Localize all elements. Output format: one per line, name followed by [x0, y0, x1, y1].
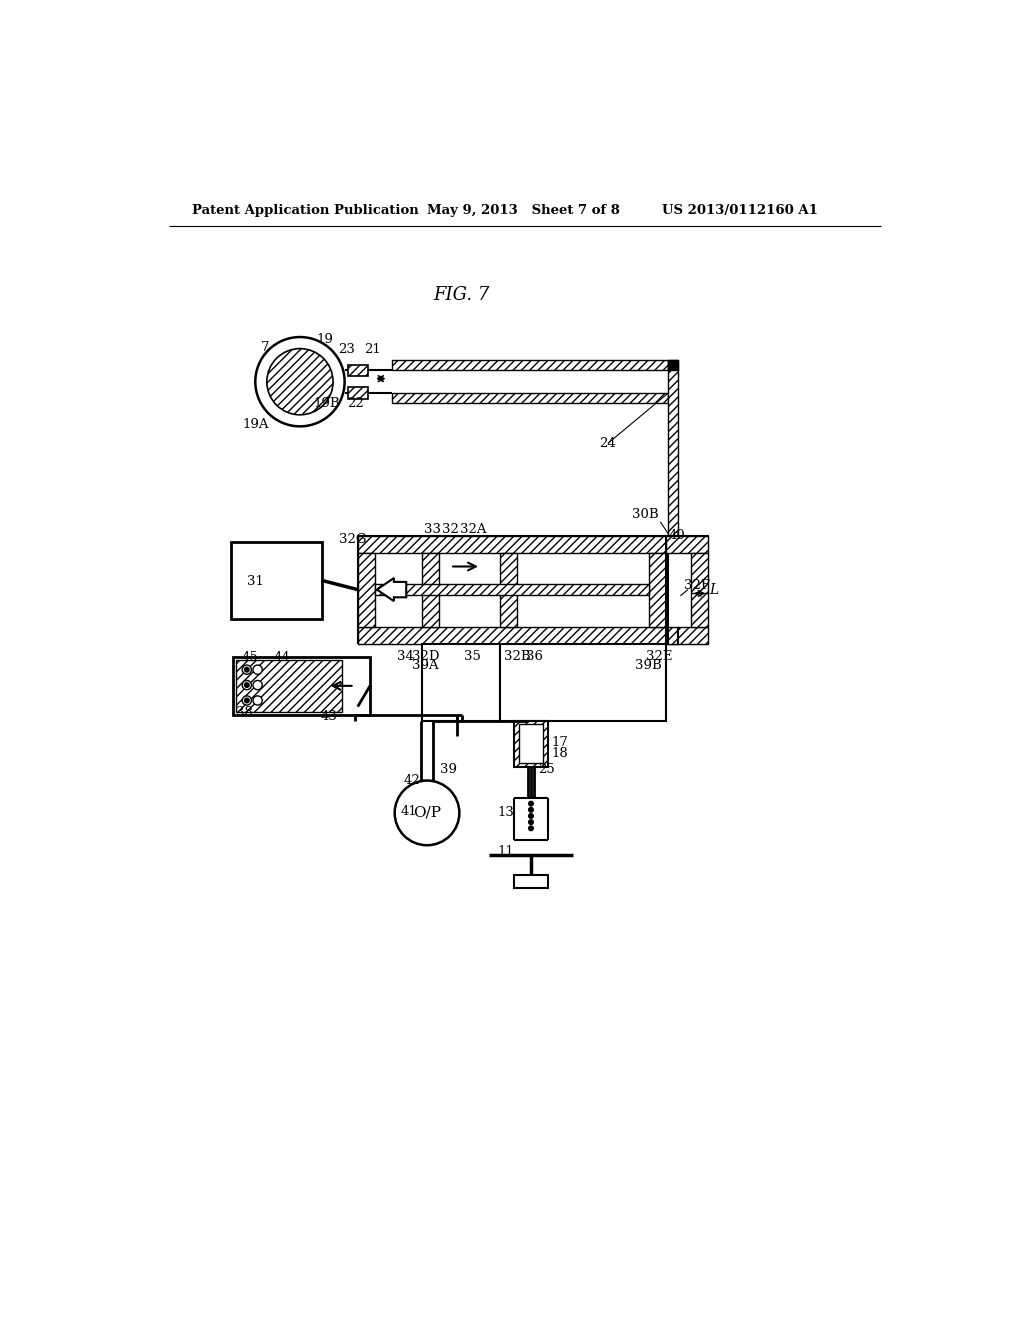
Bar: [514, 874, 548, 888]
Bar: [666, 627, 708, 644]
FancyArrow shape: [377, 578, 407, 601]
Bar: [348, 364, 368, 376]
Text: 35: 35: [464, 649, 481, 663]
Circle shape: [243, 681, 252, 689]
Circle shape: [245, 698, 249, 702]
Circle shape: [243, 665, 252, 675]
Circle shape: [253, 696, 262, 705]
Text: O/P: O/P: [413, 807, 441, 820]
Text: 23: 23: [338, 343, 354, 356]
Circle shape: [253, 681, 262, 689]
Bar: [514, 721, 548, 767]
Circle shape: [528, 801, 534, 807]
Text: 32E: 32E: [645, 649, 672, 663]
Text: May 9, 2013   Sheet 7 of 8: May 9, 2013 Sheet 7 of 8: [427, 205, 620, 218]
Bar: [233, 657, 370, 715]
Bar: [666, 536, 708, 553]
Text: 19B: 19B: [313, 397, 340, 409]
Text: 45: 45: [242, 651, 258, 664]
Bar: [348, 387, 368, 399]
Circle shape: [528, 813, 534, 818]
Text: 40: 40: [669, 529, 686, 543]
Bar: [237, 660, 342, 711]
Text: 24: 24: [600, 437, 616, 450]
Bar: [357, 553, 375, 627]
Circle shape: [528, 820, 534, 825]
Bar: [422, 644, 500, 721]
Text: 19A: 19A: [242, 418, 268, 432]
Text: 36: 36: [525, 649, 543, 663]
Bar: [691, 553, 708, 627]
Circle shape: [253, 665, 262, 675]
Text: 25: 25: [538, 763, 555, 776]
Text: 30B: 30B: [632, 508, 658, 521]
Text: 17: 17: [551, 735, 568, 748]
Circle shape: [243, 696, 252, 705]
Circle shape: [245, 682, 249, 688]
Text: 19: 19: [316, 333, 333, 346]
Text: 34: 34: [397, 649, 414, 663]
Bar: [357, 536, 666, 553]
Text: L: L: [710, 582, 719, 597]
Circle shape: [528, 826, 534, 830]
Text: US 2013/0112160 A1: US 2013/0112160 A1: [662, 205, 818, 218]
Text: 22: 22: [347, 397, 364, 409]
Text: 41: 41: [401, 805, 418, 818]
Text: 43: 43: [321, 710, 338, 723]
Text: 21: 21: [364, 343, 381, 356]
Text: 32: 32: [441, 523, 459, 536]
Bar: [518, 725, 544, 763]
Bar: [500, 553, 517, 627]
Text: 32G: 32G: [339, 533, 366, 546]
Text: 31: 31: [247, 576, 264, 589]
Bar: [392, 360, 668, 370]
Text: 38: 38: [237, 706, 253, 719]
Bar: [392, 393, 668, 404]
Bar: [666, 536, 708, 644]
Text: Patent Application Publication: Patent Application Publication: [193, 205, 419, 218]
Circle shape: [528, 808, 534, 812]
Bar: [422, 553, 438, 627]
Text: 32A: 32A: [460, 523, 486, 536]
Text: 39B: 39B: [635, 659, 662, 672]
Text: 33: 33: [424, 523, 441, 536]
Text: 32B: 32B: [504, 649, 530, 663]
Bar: [649, 553, 666, 627]
Text: 13: 13: [497, 807, 514, 820]
Bar: [357, 627, 666, 644]
Text: 7: 7: [261, 341, 269, 354]
Bar: [668, 360, 678, 370]
Bar: [500, 644, 666, 721]
Bar: [230, 543, 322, 619]
Text: 39A: 39A: [412, 659, 438, 672]
Circle shape: [267, 348, 333, 414]
Text: 18: 18: [551, 747, 568, 760]
Text: FIG. 7: FIG. 7: [433, 286, 489, 305]
Text: 11: 11: [498, 845, 514, 858]
Bar: [668, 360, 678, 644]
Bar: [375, 585, 649, 595]
Text: 42: 42: [403, 774, 420, 787]
Circle shape: [245, 668, 249, 672]
Text: 39: 39: [440, 763, 457, 776]
Text: 44: 44: [273, 651, 291, 664]
Text: 32F: 32F: [684, 579, 711, 593]
Text: 32D: 32D: [412, 649, 439, 663]
